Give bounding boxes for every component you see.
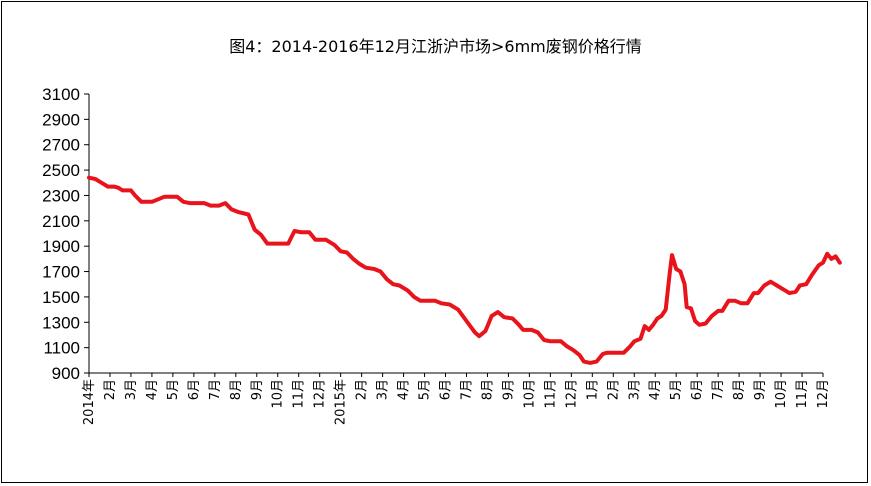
y-tick-label: 2100 [42, 212, 80, 231]
y-tick-label: 2900 [42, 110, 80, 129]
x-tick-label: 11月 [543, 379, 558, 409]
x-tick-label: 4月 [648, 379, 663, 400]
x-tick-label: 9月 [753, 379, 768, 400]
x-tick-label: 5月 [166, 379, 181, 400]
y-tick-label: 1300 [42, 313, 80, 332]
x-tick-label: 6月 [187, 379, 202, 400]
x-tick-label: 5月 [418, 379, 433, 400]
x-tick-label: 3月 [124, 379, 139, 400]
y-tick-label: 1500 [42, 288, 80, 307]
x-tick-label: 9月 [250, 379, 265, 400]
y-tick-label: 2300 [42, 186, 80, 205]
x-tick-label: 11月 [795, 379, 810, 409]
y-tick-label: 900 [52, 364, 80, 383]
x-tick-label: 1月 [585, 379, 600, 400]
x-tick-label: 11月 [292, 379, 307, 409]
y-tick-label: 2500 [42, 161, 80, 180]
x-tick-label: 2015年 [334, 379, 349, 425]
x-tick-label: 2月 [606, 379, 621, 400]
x-tick-label: 12月 [564, 379, 579, 409]
x-tick-label: 2014年 [82, 379, 97, 425]
x-tick-label: 3月 [627, 379, 642, 400]
chart-title: 图4：2014-2016年12月江浙沪市场>6mm废钢价格行情 [229, 37, 642, 56]
x-tick-label: 4月 [145, 379, 160, 400]
series-group [87, 175, 842, 365]
x-tick-label: 4月 [397, 379, 412, 400]
x-tick-label: 10月 [522, 379, 537, 409]
y-tick-label: 1700 [42, 263, 80, 282]
x-tick-label: 7月 [711, 379, 726, 400]
price-line [87, 175, 842, 365]
y-tick-label: 1900 [42, 237, 80, 256]
axes [88, 94, 823, 374]
x-tick-label: 8月 [732, 379, 747, 400]
x-tick-label: 12月 [313, 379, 328, 409]
x-tick-label: 8月 [229, 379, 244, 400]
x-tick-label: 6月 [690, 379, 705, 400]
x-axis-ticks: 2014年 2月 3月 4月 5月 6月 7月 8月 9月 10月 11月 12月 2015年 2月 3月 4… [82, 373, 831, 425]
x-tick-label: 12月 [816, 379, 831, 409]
y-tick-label: 1100 [43, 339, 80, 358]
y-tick-label: 2700 [42, 136, 80, 155]
x-tick-label: 6月 [439, 379, 454, 400]
x-tick-label: 2月 [355, 379, 370, 400]
x-tick-label: 7月 [459, 379, 474, 400]
x-tick-label: 10月 [271, 379, 286, 409]
x-tick-label: 10月 [774, 379, 789, 409]
x-tick-label: 3月 [376, 379, 391, 400]
y-axis-ticks: 900 1100 1300 1500 1700 1900 2100 2300 2500 2700 2… [42, 85, 89, 383]
x-tick-label: 8月 [480, 379, 495, 400]
x-tick-label: 5月 [669, 379, 684, 400]
x-tick-label: 2月 [103, 379, 118, 400]
x-tick-label: 7月 [208, 379, 223, 400]
x-tick-label: 9月 [501, 379, 516, 400]
y-tick-label: 3100 [42, 85, 80, 104]
